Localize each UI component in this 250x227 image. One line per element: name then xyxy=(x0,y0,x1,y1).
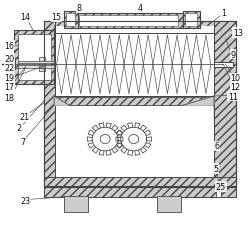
Text: 22: 22 xyxy=(4,64,14,73)
Bar xyxy=(39,58,45,72)
Text: 17: 17 xyxy=(4,83,14,92)
Text: 12: 12 xyxy=(230,83,241,92)
Text: 25: 25 xyxy=(216,182,226,191)
Bar xyxy=(79,16,178,27)
Bar xyxy=(54,98,214,106)
Text: 6: 6 xyxy=(214,142,220,151)
Bar xyxy=(66,14,75,27)
Text: 4: 4 xyxy=(138,4,142,13)
Text: 10: 10 xyxy=(231,74,241,83)
Bar xyxy=(8,59,14,69)
Bar xyxy=(44,177,236,187)
Bar xyxy=(64,12,78,29)
Bar xyxy=(44,22,55,178)
Text: 15: 15 xyxy=(52,13,62,22)
Bar xyxy=(214,22,236,178)
Text: 5: 5 xyxy=(213,164,218,173)
Text: 18: 18 xyxy=(4,93,15,102)
Text: 14: 14 xyxy=(20,13,30,22)
Polygon shape xyxy=(54,96,69,106)
Bar xyxy=(54,27,224,103)
Text: 2: 2 xyxy=(17,124,22,133)
Bar xyxy=(74,14,184,29)
Text: 11: 11 xyxy=(228,92,238,101)
Bar xyxy=(214,62,233,67)
Bar xyxy=(14,31,54,84)
Bar xyxy=(186,14,197,27)
Text: 9: 9 xyxy=(230,50,236,59)
Bar xyxy=(44,22,236,187)
Text: 19: 19 xyxy=(4,74,14,83)
Text: 7: 7 xyxy=(20,137,26,146)
Bar xyxy=(44,186,236,197)
Polygon shape xyxy=(184,96,214,106)
Text: 20: 20 xyxy=(4,55,14,64)
Bar xyxy=(54,103,224,178)
Bar xyxy=(216,191,222,197)
Text: 13: 13 xyxy=(233,29,243,38)
Text: 23: 23 xyxy=(20,196,30,205)
Circle shape xyxy=(129,135,138,144)
Bar xyxy=(64,197,88,212)
Bar xyxy=(184,12,200,29)
Bar xyxy=(157,197,181,212)
Text: 8: 8 xyxy=(76,4,82,13)
Text: 21: 21 xyxy=(19,112,30,121)
Bar xyxy=(18,66,54,68)
Text: 16: 16 xyxy=(4,41,15,50)
Bar xyxy=(18,62,54,64)
Bar xyxy=(18,35,51,81)
Circle shape xyxy=(100,135,110,144)
Bar xyxy=(39,66,46,68)
Text: 1: 1 xyxy=(221,9,226,17)
